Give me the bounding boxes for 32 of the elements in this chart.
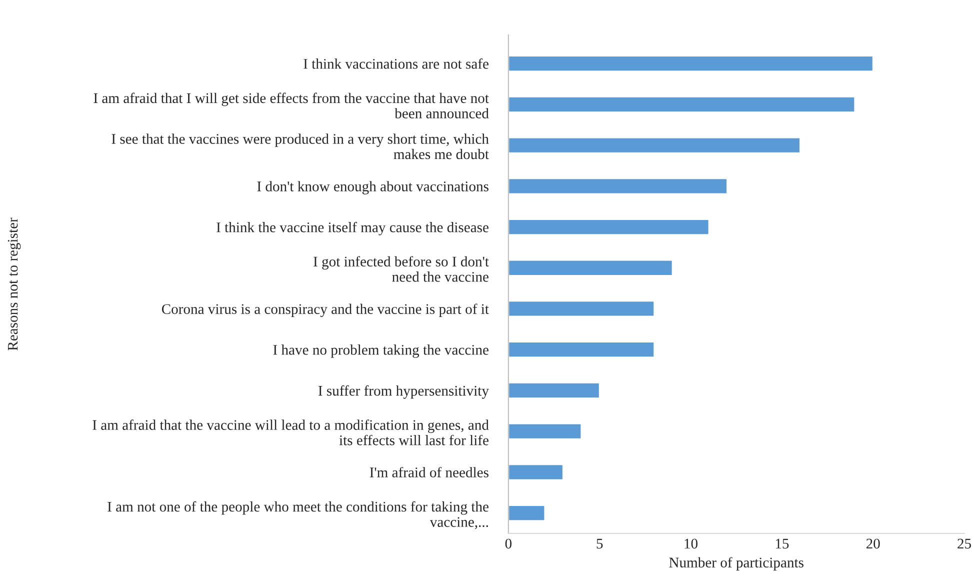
- y-tick-label: I see that the vaccines were produced in a very short time, which makes me doubt: [112, 134, 489, 160]
- bar: [508, 218, 710, 236]
- bar: [508, 300, 655, 318]
- bar: [508, 422, 582, 440]
- y-tick-label: I am afraid that I will get side effects from the vaccine that have not been announced: [94, 92, 489, 118]
- y-tick-label: I think vaccinations are not safe: [304, 58, 488, 69]
- y-tick-label: I'm afraid of needles: [370, 466, 488, 478]
- y-tick-label: I think the vaccine itself may cause the disease: [216, 222, 488, 236]
- x-tick-label: 25: [958, 538, 971, 549]
- x-tick-label: 10: [684, 538, 698, 549]
- bar: [508, 96, 856, 113]
- bar: [508, 382, 600, 399]
- y-tick-label: I suffer from hypersensitivity: [318, 385, 489, 399]
- bar: [508, 259, 674, 276]
- x-tick-label: 0: [505, 538, 512, 549]
- y-tick-label: I have no problem taking the vaccine: [273, 344, 488, 358]
- y-tick-label: Corona virus is a conspiracy and the vaccine is part of it: [162, 304, 489, 318]
- bar: [508, 178, 728, 195]
- x-tick-label: 15: [776, 538, 789, 549]
- x-tick-label: 5: [596, 538, 603, 549]
- x-axis-title: Number of participants: [669, 557, 804, 570]
- bar: [508, 341, 655, 358]
- y-tick-label: I am not one of the people who meet the conditions for taking the vaccine,...: [108, 501, 488, 530]
- bar: [508, 464, 564, 481]
- y-tick-label: I don't know enough about vaccinations: [257, 181, 488, 194]
- y-axis-title: Reasons not to register: [8, 218, 21, 350]
- bar: [508, 136, 801, 154]
- y-tick-label: I am afraid that the vaccine will lead to a modification in genes, and its effects will last for life: [92, 420, 489, 446]
- y-tick-label: I got infected before so I don't need the vaccine: [314, 256, 489, 282]
- bar: [508, 504, 546, 522]
- x-tick-label: 20: [866, 538, 880, 549]
- bar: [508, 55, 874, 72]
